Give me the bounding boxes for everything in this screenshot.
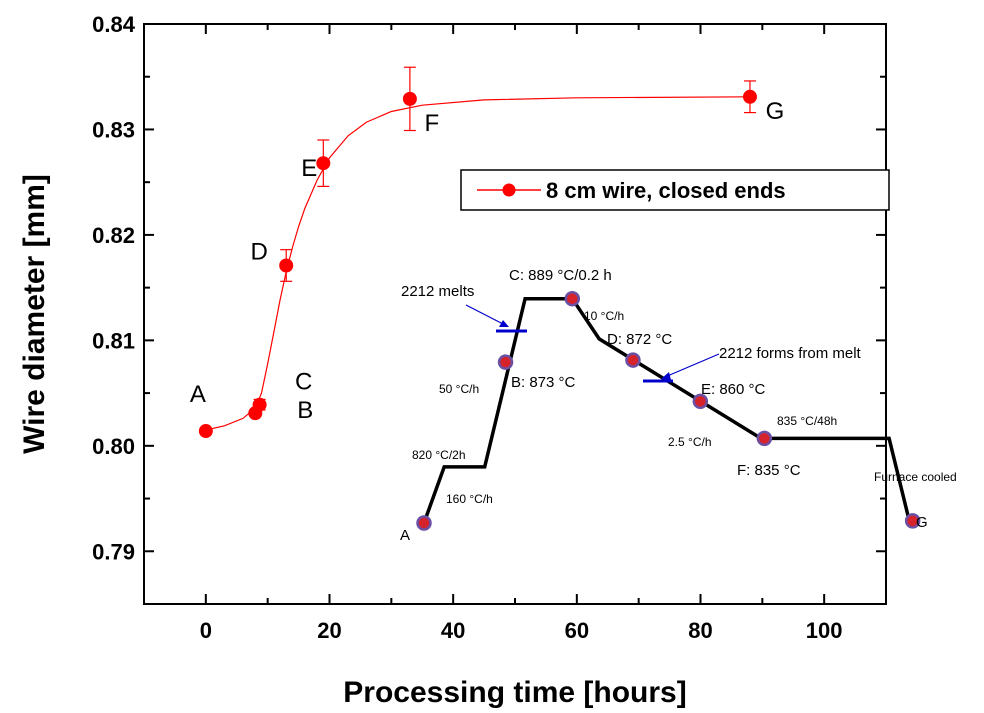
inset-label-a: A: [400, 527, 410, 544]
point-label-a: A: [190, 381, 206, 408]
y-tick-label: 0.80: [92, 434, 135, 459]
inset-markers: [416, 290, 921, 531]
x-tick-label: 60: [565, 618, 589, 643]
annotation-furnace-cooled: Furnace cooled: [874, 470, 957, 484]
y-tick-label: 0.81: [92, 328, 135, 353]
inset-marker-d: [625, 352, 641, 368]
inset-schedule: A G 160 °C/h 820 °C/2h 50 °C/h B: 873 °C…: [400, 267, 957, 544]
inset-marker-b: [497, 354, 514, 370]
inset-marker-e: [692, 393, 709, 410]
inset-marker-g: [904, 513, 921, 529]
annotation-forms-from-melt: 2212 forms from melt: [719, 345, 862, 362]
data-point-a: [198, 424, 213, 439]
annotation-dwell-2: 835 °C/48h: [777, 414, 837, 428]
annotation-point-d: D: 872 °C: [607, 331, 672, 348]
annotation-point-f: F: 835 °C: [737, 462, 801, 479]
form-arrow: [664, 353, 720, 378]
x-tick-label: 100: [806, 618, 843, 643]
x-tick-label: 40: [441, 618, 465, 643]
annotation-point-c: C: 889 °C/0.2 h: [509, 267, 612, 284]
point-label-d: D: [251, 238, 268, 265]
data-points: [198, 89, 757, 439]
y-tick-label: 0.79: [92, 539, 135, 564]
inset-marker-c: [564, 290, 581, 307]
y-tick-label: 0.83: [92, 117, 135, 142]
annotation-heat-rate-2: 50 °C/h: [439, 382, 479, 396]
point-label-f: F: [425, 110, 440, 137]
inset-label-g: G: [916, 514, 928, 531]
x-axis: [143, 24, 887, 604]
data-point-g: [742, 89, 757, 104]
data-point-c: [252, 397, 267, 412]
x-tick-labels: 0 20 40 60 80 100: [200, 618, 843, 643]
annotation-dwell-1: 820 °C/2h: [412, 448, 466, 462]
y-tick-labels: 0.79 0.80 0.81 0.82 0.83 0.84: [92, 12, 136, 564]
point-label-c: C: [295, 369, 312, 396]
data-point-e: [316, 156, 331, 171]
annotation-heat-rate-1: 160 °C/h: [446, 492, 493, 506]
form-arrow-head: [661, 372, 671, 380]
inset-marker-a: [416, 515, 432, 531]
annotation-cool-rate-1: 10 °C/h: [584, 309, 624, 323]
inset-marker-f: [756, 430, 773, 447]
point-label-e: E: [301, 155, 317, 182]
annotation-point-b: B: 873 °C: [511, 374, 576, 391]
melt-arrow-head: [499, 320, 509, 327]
legend: 8 cm wire, closed ends: [460, 169, 890, 211]
legend-label: 8 cm wire, closed ends: [546, 178, 786, 203]
data-point-f: [402, 91, 417, 106]
y-tick-label: 0.82: [92, 223, 135, 248]
annotation-cool-rate-2: 2.5 °C/h: [668, 435, 712, 449]
x-tick-label: 0: [200, 618, 212, 643]
data-point-d: [279, 258, 294, 273]
y-axis-title: Wire diameter [mm]: [18, 174, 51, 454]
legend-marker: [502, 183, 516, 197]
x-tick-label: 20: [317, 618, 341, 643]
x-axis-title: Processing time [hours]: [343, 676, 686, 709]
point-labels: A BC D E F G: [190, 98, 784, 424]
x-tick-label: 80: [688, 618, 712, 643]
point-label-b: B: [297, 397, 313, 424]
y-tick-label: 0.84: [92, 12, 136, 37]
annotation-point-e: E: 860 °C: [701, 381, 766, 398]
annotation-melts: 2212 melts: [401, 283, 474, 300]
point-label-g: G: [766, 98, 785, 125]
melt-arrow: [465, 304, 506, 326]
